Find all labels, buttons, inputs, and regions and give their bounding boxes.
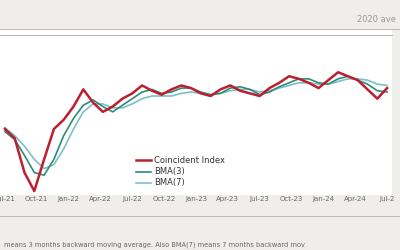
Text: 2020 ave: 2020 ave <box>357 15 396 24</box>
Legend: Coincident Index, BMA(3), BMA(7): Coincident Index, BMA(3), BMA(7) <box>132 153 228 191</box>
Text: means 3 months backward moving average. Also BMA(7) means 7 months backward mov: means 3 months backward moving average. … <box>4 241 305 248</box>
